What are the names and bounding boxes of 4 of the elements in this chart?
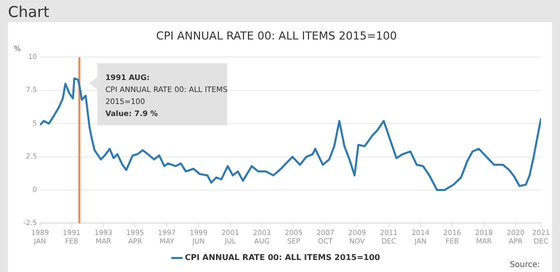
legend-label: CPI ANNUAL RATE 00: ALL ITEMS 2015=100: [184, 253, 381, 262]
chart-title: CPI ANNUAL RATE 00: ALL ITEMS 2015=100: [156, 29, 397, 42]
text: Chart: [8, 3, 50, 21]
source-note: Source:: [510, 260, 540, 269]
